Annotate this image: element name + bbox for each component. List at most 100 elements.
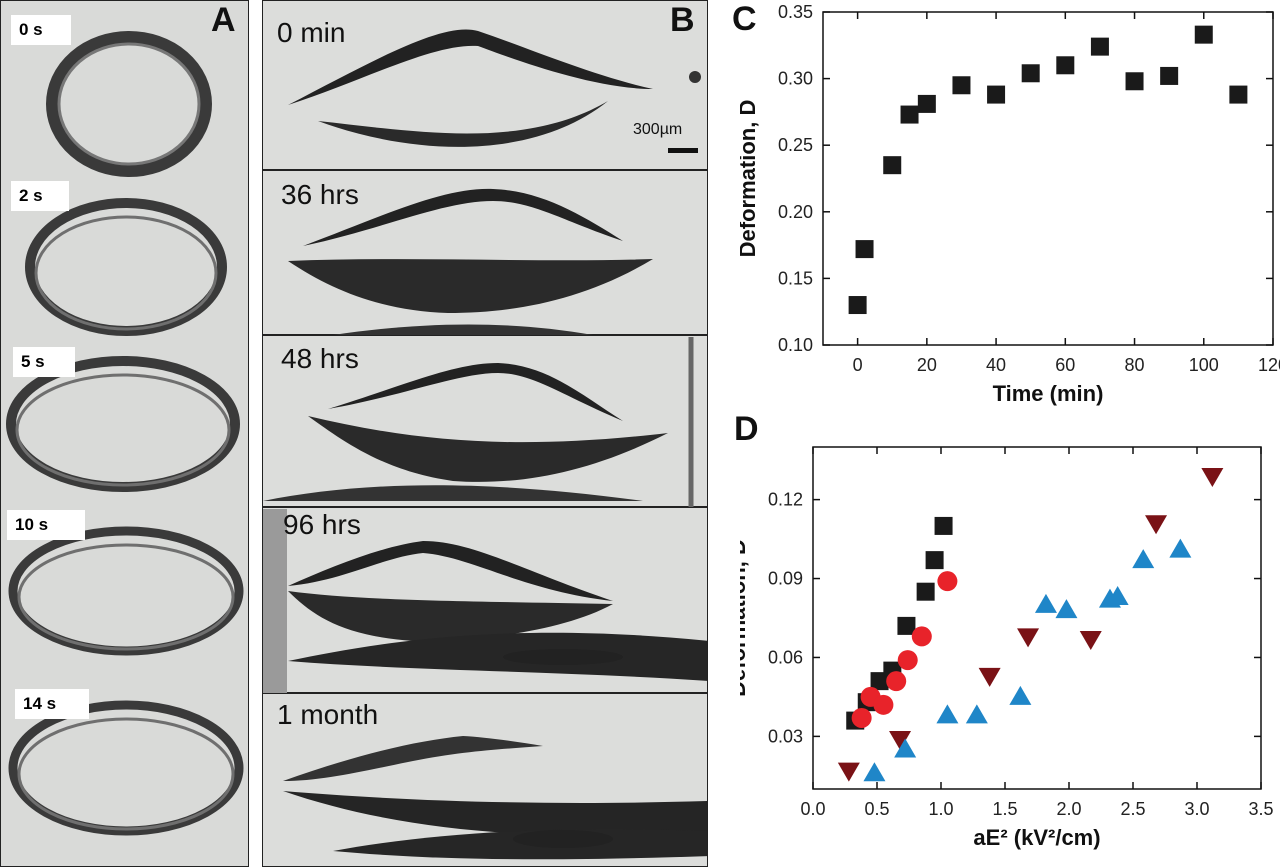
frame-label-1month: 1 month (277, 699, 379, 730)
chart-d-x-tick-label: 0.5 (864, 799, 889, 819)
frame-label-0min: 0 min (277, 17, 346, 48)
chart-d-point-square (897, 616, 916, 635)
chart-d-x-tick-label: 3.5 (1248, 799, 1273, 819)
chart-d-point-circle (851, 707, 872, 728)
chart-d-point-triangle-up (936, 704, 959, 724)
chart-c-point-square (1125, 72, 1144, 91)
chart-d-plot-frame (812, 446, 1262, 790)
chart-d-x-tick-label: 2.5 (1120, 799, 1145, 819)
chart-d-point-triangle-down (1079, 631, 1102, 651)
chart-d-point-circle (937, 571, 958, 592)
chart-d-point-triangle-down (1145, 515, 1168, 535)
chart-d-point-triangle-up (1034, 593, 1057, 613)
drop-frame-36hrs (288, 188, 653, 335)
panel-b-drop-images (263, 29, 707, 860)
panel-b-photo-column: 0 min 36 hrs 48 hrs 96 hrs 1 month 300µm… (262, 0, 708, 867)
chart-d-point-triangle-down (978, 667, 1001, 687)
chart-c-x-tick-label: 60 (1055, 355, 1075, 375)
chart-c-x-tick-label: 100 (1189, 355, 1219, 375)
chart-c-y-tick-label: 0.20 (778, 202, 813, 222)
chart-d-point-triangle-up (1055, 599, 1078, 619)
chart-d-point-square (934, 516, 953, 535)
chart-d-point-triangle-up (1009, 685, 1032, 705)
panel-d-chart: 0.0 0.5 1.0 1.5 2.0 2.5 3.0 3.5 0.03 0.06 0.09 0.12… (740, 446, 1274, 850)
chart-d-point-triangle-down (1201, 467, 1224, 487)
chart-c-x-tick-label: 80 (1125, 355, 1145, 375)
frame-label-0s: 0 s (11, 15, 71, 45)
chart-c-y-tick-label: 0.35 (778, 2, 813, 22)
panel-c-chart: 0 20 40 60 80 100 120 0.10 0.15 0.20 0.25 0.30 0.35 T… (740, 2, 1280, 406)
chart-d-point-triangle-up (1169, 538, 1192, 558)
chart-d-point-triangle-up (1132, 549, 1155, 569)
panel-a-letter: A (211, 1, 236, 39)
chart-c-point-square (1229, 85, 1248, 104)
chart-c-point-square (987, 85, 1006, 104)
chart-c-y-axis-label: Deformation, D (740, 100, 760, 258)
chart-c-y-tick-label: 0.25 (778, 135, 813, 155)
chart-c-point-square (952, 76, 971, 95)
panel-b-letter: B (670, 1, 695, 39)
frame-label-14s: 14 s (15, 689, 89, 719)
drop-frame-0min (288, 29, 701, 153)
panel-c-letter: C (732, 0, 757, 38)
scale-bar-label: 300µm (633, 121, 683, 138)
chart-c-point-square (1090, 37, 1109, 56)
chart-c-point-square (1194, 25, 1213, 44)
chart-c-point-square (1160, 66, 1179, 85)
chart-d-point-triangle-up (1106, 585, 1129, 605)
chart-c-y-tick-label: 0.30 (778, 69, 813, 89)
panel-d-letter: D (734, 410, 759, 448)
chart-d-point-triangle-down (889, 731, 912, 751)
drop-frame-96hrs (263, 509, 707, 693)
chart-d-point-circle (873, 694, 894, 715)
chart-d-x-tick-label: 2.0 (1056, 799, 1081, 819)
chart-d-point-triangle-up (863, 762, 886, 782)
chart-d-y-tick-label: 0.12 (768, 490, 803, 510)
drop-frame-5s (6, 356, 240, 492)
chart-d-y-tick-label: 0.06 (768, 647, 803, 667)
drop-frame-2s (25, 198, 227, 336)
drop-frame-14s (8, 700, 244, 836)
chart-d-point-triangle-down (1017, 628, 1040, 648)
panel-a-photo-column: 0 s 2 s 5 s 10 s 14 s A (0, 0, 249, 867)
chart-c-y-tick-label: 0.10 (778, 335, 813, 355)
drop-frame-48hrs (263, 337, 694, 507)
chart-d-point-circle (897, 650, 918, 671)
chart-c-x-tick-label: 120 (1258, 355, 1280, 375)
chart-d-y-tick-label: 0.03 (768, 726, 803, 746)
chart-c-plot-frame (822, 11, 1274, 346)
chart-d-point-triangle-up (894, 738, 917, 758)
chart-c-x-axis-label: Time (min) (993, 381, 1104, 406)
frame-label-96hrs: 96 hrs (283, 509, 361, 540)
chart-c-point-square (883, 156, 902, 175)
chart-c-x-tick-label: 20 (917, 355, 937, 375)
chart-d-x-tick-label: 1.0 (928, 799, 953, 819)
chart-d-x-axis-label: aE² (kV²/cm) (973, 825, 1100, 850)
chart-c-y-tick-label: 0.15 (778, 268, 813, 288)
chart-d-point-triangle-down (837, 762, 860, 782)
drop-frame-1month (283, 736, 707, 860)
frame-label-36hrs: 36 hrs (281, 179, 359, 210)
chart-c-x-tick-label: 0 (853, 355, 863, 375)
chart-d-y-axis-label: Deformation, D (740, 539, 750, 697)
chart-c-point-square (900, 105, 919, 124)
chart-d-point-circle (886, 671, 907, 692)
frame-label-2s: 2 s (11, 181, 69, 211)
frame-label-5s: 5 s (13, 347, 75, 377)
chart-d-point-circle (911, 626, 932, 647)
chart-d-point-triangle-up (965, 704, 988, 724)
drop-frame-0s (46, 31, 212, 177)
frame-label-48hrs: 48 hrs (281, 343, 359, 374)
chart-c-point-square (848, 296, 867, 315)
panel-a-drop-images (6, 31, 244, 836)
chart-c-point-square (917, 94, 936, 113)
chart-d-x-tick-label: 0.0 (800, 799, 825, 819)
chart-d-point-square (916, 582, 935, 601)
frame-label-10s: 10 s (7, 510, 85, 540)
drop-frame-10s (8, 526, 244, 656)
chart-c-point-square (1021, 64, 1040, 83)
chart-d-x-tick-label: 1.5 (992, 799, 1017, 819)
chart-c-x-tick-label: 40 (986, 355, 1006, 375)
chart-d-x-tick-label: 3.0 (1184, 799, 1209, 819)
chart-d-y-tick-label: 0.09 (768, 569, 803, 589)
